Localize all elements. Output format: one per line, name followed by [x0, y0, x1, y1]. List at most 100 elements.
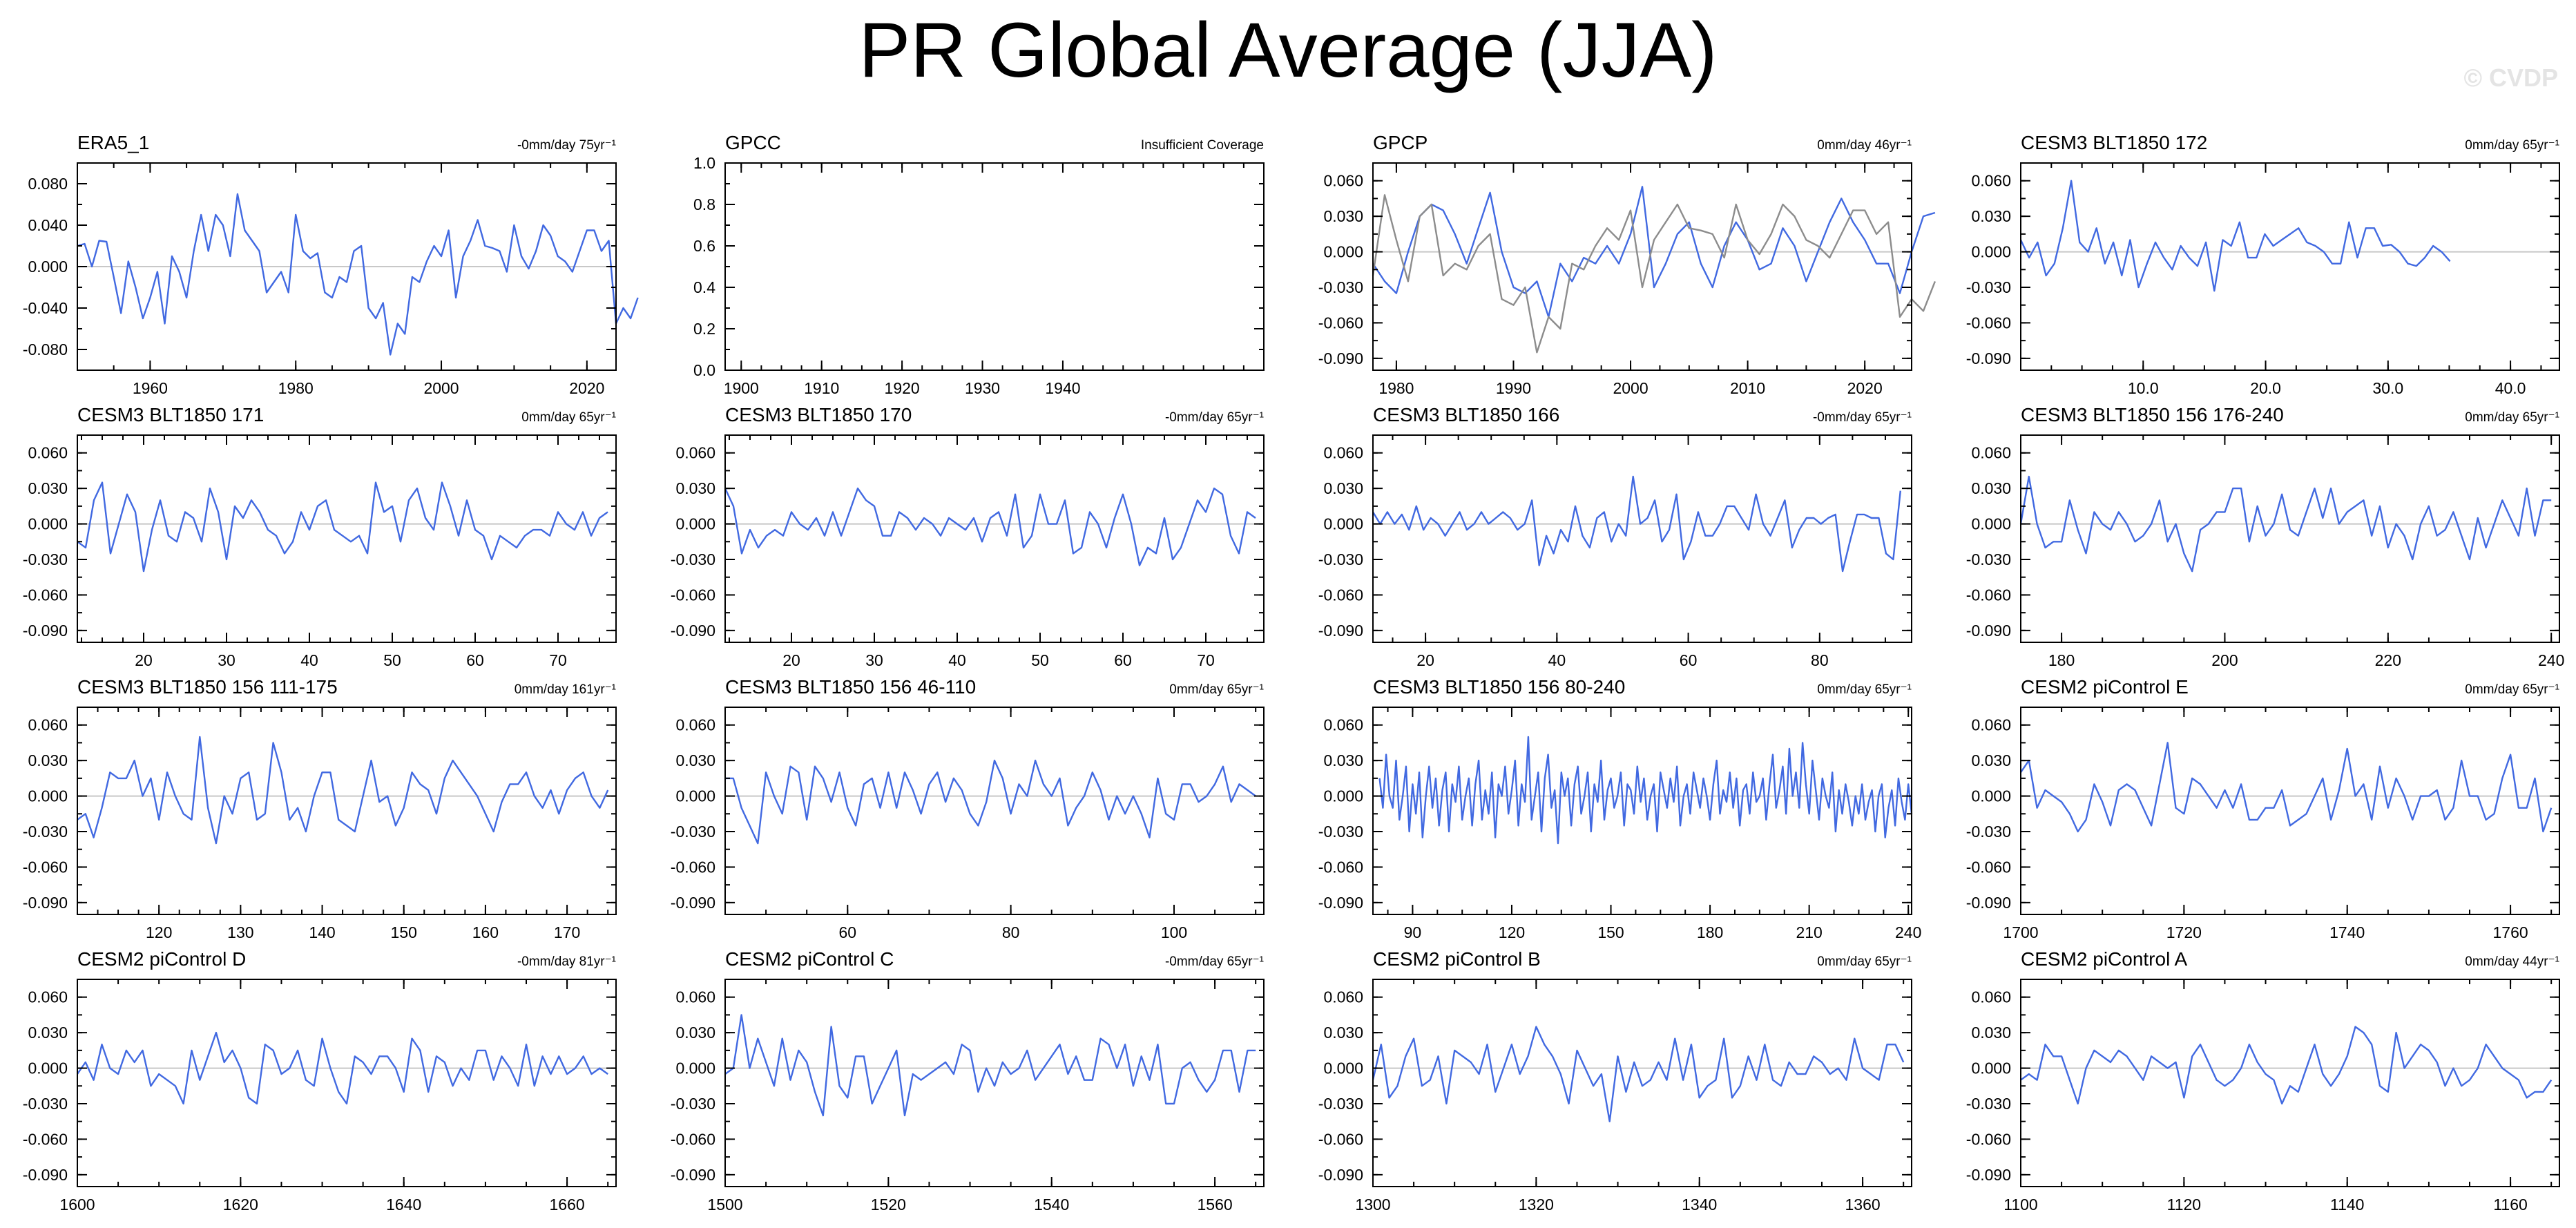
series-line-1 — [1372, 194, 1936, 354]
panel-2: GPCP 0mm/day 46yr⁻¹ -0.090 -0.060 -0.030 0.00… — [1318, 132, 1936, 397]
panel-title: GPCP — [1373, 132, 1428, 153]
y-tick-label: -0.060 — [1318, 1130, 1363, 1148]
plot-frame — [724, 979, 1265, 1187]
panel-15: CESM2 piControl A 0mm/day 44yr⁻¹ -0.090 -0.… — [1966, 948, 2560, 1213]
y-tick-label: -0.090 — [1318, 1166, 1363, 1184]
plot-frame — [1372, 979, 1912, 1187]
y-tick-label: 0.060 — [1323, 444, 1363, 462]
x-tick-label: 2000 — [423, 379, 459, 397]
y-tick-label: -0.090 — [671, 894, 715, 912]
y-tick-label: 0.060 — [1323, 988, 1363, 1006]
panel-title: CESM2 piControl D — [77, 948, 246, 970]
y-tick-label: 0.060 — [675, 444, 715, 462]
y-tick-label: 0.040 — [28, 216, 68, 234]
panel-trend-label: 0mm/day 65yr⁻¹ — [2465, 682, 2559, 697]
x-tick-label: 1720 — [2166, 923, 2202, 941]
y-tick-label: 0.000 — [1971, 243, 2011, 261]
y-tick-label: -0.030 — [1966, 823, 2011, 841]
x-tick-label: 1930 — [965, 379, 1000, 397]
y-tick-label: 0.060 — [1971, 716, 2011, 734]
y-tick-label: -0.030 — [1966, 278, 2011, 296]
y-tick-label: -0.030 — [1966, 550, 2011, 568]
x-tick-label: 80 — [1811, 651, 1829, 669]
watermark-label: © CVDP — [2463, 64, 2558, 92]
x-tick-label: 1980 — [1378, 379, 1414, 397]
x-tick-label: 2010 — [1730, 379, 1765, 397]
x-tick-label: 120 — [146, 923, 172, 941]
panel-trend-label: 0mm/day 65yr⁻¹ — [2465, 410, 2559, 425]
y-tick-label: 0.030 — [1971, 751, 2011, 769]
panel-title: CESM2 piControl E — [2021, 676, 2189, 698]
y-tick-label: -0.030 — [23, 550, 68, 568]
x-tick-label: 60 — [838, 923, 856, 941]
panel-trend-label: Insufficient Coverage — [1141, 138, 1264, 153]
x-tick-label: 130 — [227, 923, 253, 941]
panel-trend-label: 0mm/day 44yr⁻¹ — [2465, 954, 2559, 969]
x-tick-label: 1660 — [550, 1196, 585, 1213]
y-tick-label: -0.060 — [1318, 314, 1363, 332]
y-tick-label: -0.060 — [671, 858, 715, 876]
panel-trend-label: -0mm/day 65yr⁻¹ — [1165, 954, 1264, 969]
panel-8: CESM3 BLT1850 156 111-175 0mm/day 161yr⁻¹… — [23, 676, 617, 941]
panel-11: CESM2 piControl E 0mm/day 65yr⁻¹ -0.090 -0.… — [1966, 676, 2560, 941]
series-line-0 — [2019, 475, 2552, 573]
x-tick-label: 100 — [1161, 923, 1187, 941]
x-tick-label: 1980 — [278, 379, 314, 397]
x-tick-label: 200 — [2211, 651, 2238, 669]
panel-9: CESM3 BLT1850 156 46-110 0mm/day 65yr⁻¹ -0… — [671, 676, 1265, 941]
panel-title: GPCC — [725, 132, 781, 153]
x-tick-label: 1740 — [2329, 923, 2365, 941]
y-tick-label: -0.090 — [1318, 349, 1363, 367]
y-tick-label: -0.080 — [23, 340, 68, 358]
x-tick-label: 140 — [309, 923, 335, 941]
panel-title: CESM3 BLT1850 170 — [725, 404, 912, 425]
y-tick-label: 0.030 — [1323, 751, 1363, 769]
y-tick-label: 0.000 — [675, 1059, 715, 1077]
panel-title: CESM2 piControl C — [725, 948, 894, 970]
panel-title: CESM3 BLT1850 156 46-110 — [725, 676, 976, 698]
y-tick-label: 0.030 — [675, 1024, 715, 1042]
x-tick-label: 1620 — [223, 1196, 258, 1213]
series-line-0 — [2020, 742, 2553, 833]
x-tick-label: 80 — [1002, 923, 1020, 941]
y-tick-label: 0.000 — [1323, 515, 1363, 533]
x-tick-label: 40 — [948, 651, 966, 669]
y-tick-label: -0.090 — [671, 1166, 715, 1184]
y-tick-label: -0.030 — [23, 823, 68, 841]
y-tick-label: -0.090 — [1966, 622, 2011, 640]
y-tick-label: 0.000 — [1323, 787, 1363, 805]
x-tick-label: 1910 — [804, 379, 839, 397]
x-tick-label: 40 — [1548, 651, 1566, 669]
y-tick-label: -0.030 — [671, 550, 715, 568]
y-tick-label: 0.080 — [28, 175, 68, 193]
plot-frame — [2020, 979, 2560, 1187]
x-tick-label: 1600 — [59, 1196, 95, 1213]
y-tick-label: 0.060 — [1971, 988, 2011, 1006]
x-tick-label: 210 — [1796, 923, 1822, 941]
series-line-0 — [725, 759, 1256, 845]
page-title: PR Global Average (JJA) — [858, 7, 1718, 93]
y-tick-label: 0.030 — [1971, 479, 2011, 497]
y-tick-label: 0.060 — [1323, 716, 1363, 734]
panel-trend-label: -0mm/day 65yr⁻¹ — [1813, 410, 1912, 425]
x-tick-label: 1940 — [1045, 379, 1080, 397]
y-tick-label: -0.060 — [23, 858, 68, 876]
x-tick-label: 240 — [1895, 923, 1921, 941]
x-tick-label: 1700 — [2003, 923, 2038, 941]
plot-frame — [77, 434, 617, 643]
plot-frame — [77, 979, 617, 1187]
x-tick-label: 1520 — [871, 1196, 906, 1213]
panel-trend-label: 0mm/day 65yr⁻¹ — [521, 410, 616, 425]
plot-frame — [724, 434, 1265, 643]
series-line-0 — [77, 193, 639, 356]
x-tick-label: 30 — [218, 651, 236, 669]
y-tick-label: 0.060 — [1323, 172, 1363, 190]
plot-frame — [2020, 434, 2560, 643]
y-tick-label: 0.030 — [675, 479, 715, 497]
x-tick-label: 1160 — [2493, 1196, 2527, 1213]
plot-frame — [77, 707, 617, 915]
series-line-0 — [724, 487, 1256, 566]
panel-trend-label: 0mm/day 65yr⁻¹ — [1169, 682, 1264, 697]
y-tick-label: -0.090 — [1966, 1166, 2011, 1184]
